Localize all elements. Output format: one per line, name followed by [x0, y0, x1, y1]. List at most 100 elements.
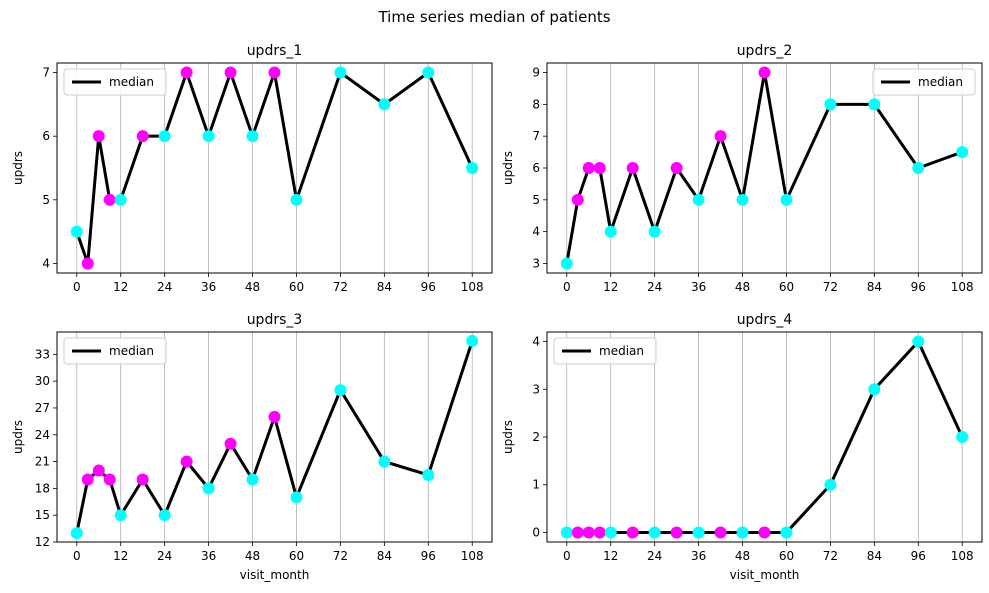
legend-box	[63, 68, 167, 96]
x-tick-label: 108	[951, 549, 974, 563]
y-tick-label: 18	[35, 481, 50, 495]
y-axis-label: updrs	[11, 420, 25, 454]
x-tick-label: 12	[603, 549, 618, 563]
y-tick-label: 12	[35, 535, 50, 549]
subplot-title: updrs_1	[247, 43, 303, 59]
legend-label: median	[109, 344, 154, 358]
data-point	[103, 473, 116, 486]
data-point	[466, 162, 479, 174]
legend: median	[63, 68, 167, 96]
median-line	[75, 340, 474, 534]
y-tick-label: 24	[35, 428, 50, 442]
data-point	[334, 384, 347, 397]
y-tick-label: 8	[532, 97, 540, 111]
y-tick-label: 7	[532, 129, 540, 143]
x-tick-label: 12	[113, 549, 128, 563]
data-point	[202, 130, 215, 143]
x-tick-label: 48	[245, 280, 260, 294]
median-line	[566, 338, 964, 534]
subplot-panels: 0 12 24 36 48 60 72 84 96 1084567updrs_1updrsmedi…	[11, 43, 983, 582]
x-tick-label: 84	[377, 549, 392, 563]
x-tick-label: 24	[157, 549, 172, 563]
data-point	[92, 130, 105, 143]
y-tick-label: 6	[42, 129, 50, 143]
x-tick-label: 24	[647, 280, 662, 294]
data-point	[378, 455, 391, 468]
data-point	[670, 162, 683, 174]
data-point	[736, 193, 749, 206]
subplot-title: updrs_4	[737, 312, 793, 328]
y-tick-label: 21	[35, 455, 50, 469]
y-tick-label: 2	[532, 430, 540, 444]
data-point	[81, 473, 94, 486]
y-axis-label: updrs	[11, 151, 25, 185]
x-axis-label: visit_month	[240, 568, 310, 582]
subplot-title: updrs_2	[737, 43, 793, 59]
axes-frame	[546, 331, 983, 543]
x-tick-label: 72	[823, 549, 838, 563]
data-point	[290, 491, 303, 504]
x-tick-label: 36	[691, 280, 706, 294]
x-tick-label: 108	[461, 280, 484, 294]
y-tick-label: 4	[532, 335, 540, 349]
data-point	[956, 146, 969, 159]
x-tick-label: 60	[779, 549, 794, 563]
data-point	[114, 193, 127, 206]
data-point	[670, 526, 683, 539]
data-point	[114, 509, 127, 522]
x-tick-label: 24	[157, 280, 172, 294]
y-tick-label: 4	[42, 256, 50, 270]
x-tick-label: 108	[461, 549, 484, 563]
x-tick-label: 108	[951, 280, 974, 294]
x-tick-label: 84	[867, 549, 882, 563]
x-tick-label: 36	[201, 280, 216, 294]
data-point	[246, 130, 259, 143]
subplot-updrs_4: 0 12 24 36 48 60 72 84 96 10801234updrs_4updrsvis…	[501, 312, 983, 582]
x-tick-label: 48	[735, 549, 750, 563]
data-point	[571, 526, 584, 539]
legend: median	[63, 337, 167, 365]
y-tick-label: 27	[35, 401, 50, 415]
data-point	[560, 526, 573, 539]
y-tick-label: 33	[35, 347, 50, 361]
legend: median	[553, 337, 657, 365]
data-point	[224, 66, 237, 79]
median-line	[75, 67, 474, 264]
data-point	[780, 193, 793, 206]
x-tick-label: 48	[245, 549, 260, 563]
data-point	[571, 193, 584, 206]
x-tick-label: 96	[911, 549, 926, 563]
x-tick-label: 0	[73, 280, 81, 294]
legend: median	[872, 68, 976, 96]
y-tick-label: 7	[42, 66, 50, 80]
data-point	[70, 527, 83, 540]
y-tick-label: 3	[532, 382, 540, 396]
data-point	[136, 473, 149, 486]
data-point	[81, 257, 94, 270]
data-point	[224, 437, 237, 450]
x-tick-label: 12	[113, 280, 128, 294]
y-tick-label: 0	[532, 525, 540, 539]
y-tick-label: 1	[532, 478, 540, 492]
y-tick-label: 15	[35, 508, 50, 522]
x-axis-label: visit_month	[730, 568, 800, 582]
data-point	[334, 66, 347, 79]
data-point	[868, 383, 881, 396]
data-point	[626, 526, 639, 539]
data-point	[692, 193, 705, 206]
x-tick-label: 0	[73, 549, 81, 563]
data-point	[626, 162, 639, 174]
data-point	[180, 66, 193, 79]
x-tick-label: 96	[911, 280, 926, 294]
x-tick-label: 60	[289, 549, 304, 563]
data-point	[246, 473, 259, 486]
data-point	[780, 526, 793, 539]
x-tick-label: 0	[563, 280, 571, 294]
legend-label: median	[918, 75, 963, 89]
data-point	[824, 98, 837, 111]
data-point	[692, 526, 705, 539]
y-tick-label: 30	[35, 374, 50, 388]
data-point	[202, 482, 215, 495]
